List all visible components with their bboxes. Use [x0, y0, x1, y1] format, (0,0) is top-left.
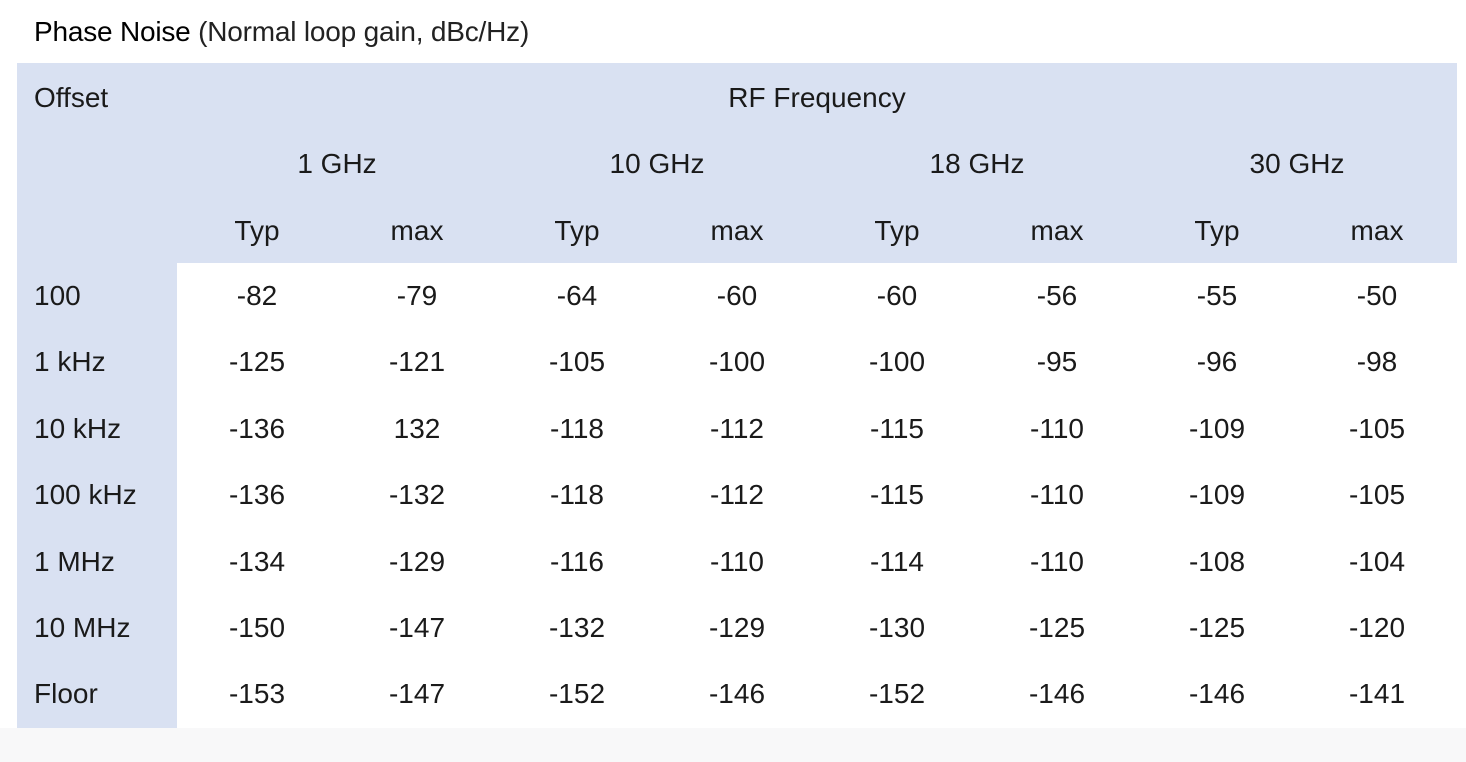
table-header-background	[17, 63, 1457, 263]
value-cell: -96	[1196, 346, 1238, 378]
value-cell: -112	[710, 479, 764, 511]
typ-max-header: max	[1350, 215, 1404, 246]
offset-cell: 1 kHz	[34, 346, 106, 378]
value-cell: -100	[868, 346, 926, 378]
value-cell: -153	[228, 678, 286, 710]
value-cell: -108	[1188, 545, 1246, 577]
value-cell: -105	[548, 346, 606, 378]
value-cell: -118	[550, 412, 604, 444]
section-heading: Phase Noise (Normal loop gain, dBc/Hz)	[34, 12, 529, 52]
heading-title: Phase Noise	[34, 16, 191, 47]
value-cell: -110	[1030, 412, 1084, 444]
value-cell: -56	[1036, 280, 1078, 311]
value-cell: -110	[710, 545, 764, 577]
value-cell: -118	[550, 479, 604, 511]
frequency-header: 1 GHz	[297, 148, 377, 179]
value-cell: -100	[708, 346, 766, 378]
value-cell: -152	[868, 678, 926, 710]
value-cell: -104	[1348, 545, 1406, 577]
offset-cell: Floor	[34, 678, 98, 710]
typ-max-header: max	[710, 215, 764, 246]
value-cell: -95	[1036, 346, 1078, 378]
heading-subtitle: (Normal loop gain, dBc/Hz)	[198, 16, 530, 47]
value-cell: -147	[388, 612, 446, 643]
value-cell: -121	[388, 346, 446, 378]
value-cell: -60	[876, 280, 918, 311]
value-cell: -64	[556, 280, 598, 311]
offset-cell: 100 kHz	[34, 479, 137, 511]
value-cell: -146	[708, 678, 766, 710]
value-cell: -82	[236, 280, 278, 311]
value-cell: -115	[870, 412, 924, 444]
typ-max-header: Typ	[554, 215, 600, 246]
offset-cell: 1 MHz	[34, 545, 115, 577]
value-cell: -120	[1348, 612, 1406, 643]
frequency-header: 10 GHz	[609, 148, 705, 179]
typ-max-header: Typ	[234, 215, 280, 246]
frequency-header: 18 GHz	[929, 148, 1025, 179]
value-cell: -141	[1348, 678, 1406, 710]
value-cell: -115	[870, 479, 924, 511]
value-cell: -60	[716, 280, 758, 311]
typ-max-header: max	[390, 215, 444, 246]
value-cell: -110	[1030, 545, 1084, 577]
value-cell: -109	[1188, 412, 1246, 444]
phase-noise-table: Offset RF Frequency 1 GHz 10 GHz 18 GHz …	[17, 63, 1457, 728]
value-cell: -114	[870, 545, 924, 577]
value-cell: -134	[228, 545, 286, 577]
value-cell: -147	[388, 678, 446, 710]
typ-max-header: Typ	[1194, 215, 1240, 246]
value-cell: -136	[228, 479, 286, 511]
value-cell: -125	[1028, 612, 1086, 643]
value-cell: -79	[396, 280, 438, 311]
value-cell: 132	[393, 412, 441, 444]
value-cell: -125	[1188, 612, 1246, 643]
value-cell: -132	[388, 479, 446, 511]
value-cell: -50	[1356, 280, 1398, 311]
value-cell: -146	[1028, 678, 1086, 710]
value-cell: -110	[1030, 479, 1084, 511]
value-cell: -55	[1196, 280, 1238, 311]
value-cell: -105	[1348, 479, 1406, 511]
value-cell: -116	[550, 545, 604, 577]
value-cell: -109	[1188, 479, 1246, 511]
value-cell: -129	[708, 612, 766, 643]
offset-column-background	[17, 263, 177, 728]
value-cell: -98	[1356, 346, 1398, 378]
value-cell: -132	[548, 612, 606, 643]
value-cell: -152	[548, 678, 606, 710]
offset-column-header: Offset	[34, 82, 109, 113]
offset-cell: 10 MHz	[34, 612, 131, 643]
value-cell: -146	[1188, 678, 1246, 710]
rf-frequency-header: RF Frequency	[728, 82, 906, 113]
typ-max-header: Typ	[874, 215, 920, 246]
value-cell: -136	[228, 412, 286, 444]
page-bottom-margin	[0, 728, 1466, 762]
value-cell: -125	[228, 346, 286, 378]
frequency-header: 30 GHz	[1249, 148, 1345, 179]
value-cell: -150	[228, 612, 286, 643]
value-cell: -129	[388, 545, 446, 577]
value-cell: -130	[868, 612, 926, 643]
value-cell: -105	[1348, 412, 1406, 444]
offset-cell: 100	[34, 280, 81, 311]
offset-cell: 10 kHz	[34, 412, 122, 444]
typ-max-header: max	[1030, 215, 1084, 246]
value-cell: -112	[710, 412, 764, 444]
